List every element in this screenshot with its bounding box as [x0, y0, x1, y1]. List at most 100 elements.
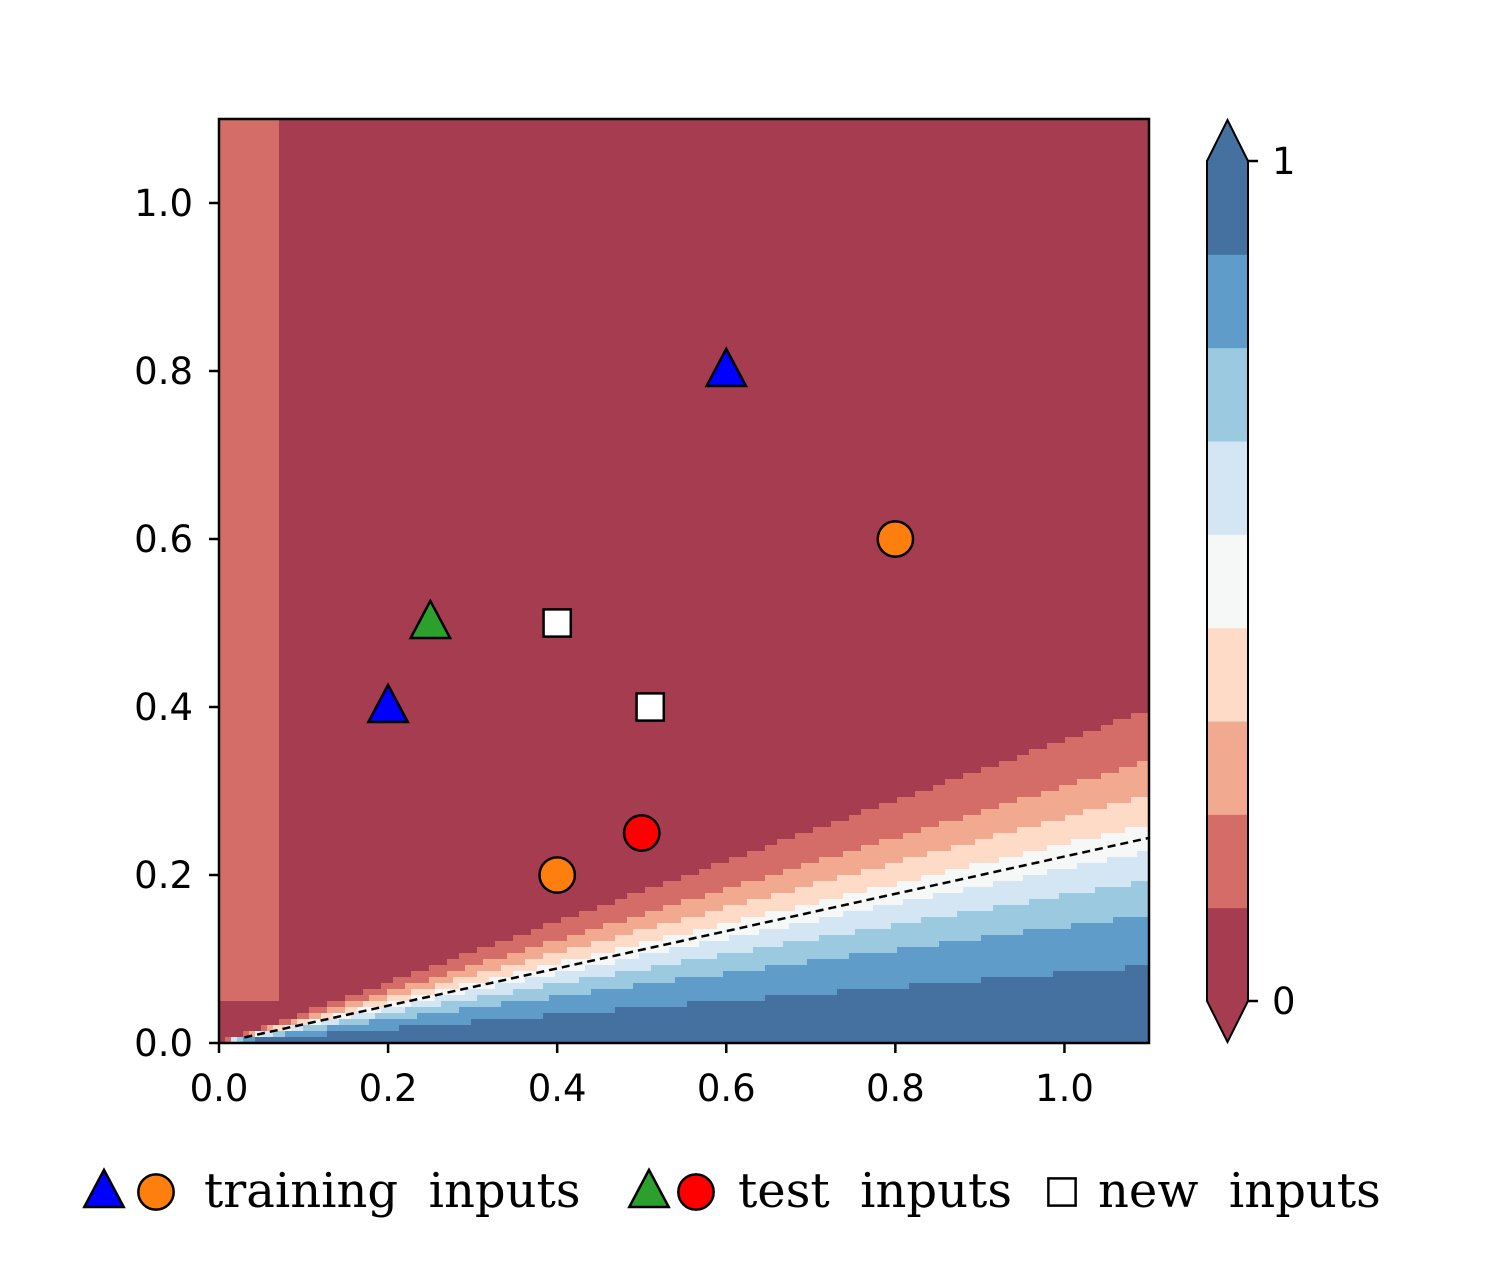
contour-cell [855, 125, 862, 132]
contour-cell [621, 275, 628, 282]
contour-cell [723, 257, 730, 264]
contour-cell [519, 185, 526, 192]
contour-cell [1059, 233, 1066, 240]
contour-cell [861, 191, 868, 198]
contour-cell [1119, 137, 1126, 144]
contour-cell [747, 293, 754, 300]
contour-cell [351, 275, 358, 282]
contour-cell [237, 215, 244, 222]
contour-cell [831, 155, 838, 162]
contour-cell [285, 233, 292, 240]
contour-cell [501, 167, 508, 174]
contour-cell [747, 305, 754, 312]
contour-cell [1113, 131, 1120, 138]
contour-cell [885, 143, 892, 150]
contour-cell [315, 161, 322, 168]
contour-cell [537, 293, 544, 300]
contour-cell [369, 197, 376, 204]
contour-cell [1005, 215, 1012, 222]
contour-cell [1089, 179, 1096, 186]
contour-cell [1053, 293, 1060, 300]
contour-cell [735, 239, 742, 246]
contour-cell [249, 191, 256, 198]
contour-cell [537, 215, 544, 222]
contour-cell [237, 155, 244, 162]
contour-cell [345, 305, 352, 312]
contour-cell [1119, 191, 1126, 198]
contour-cell [1065, 125, 1072, 132]
contour-cell [717, 239, 724, 246]
contour-cell [531, 161, 538, 168]
contour-cell [591, 299, 598, 306]
contour-cell [885, 137, 892, 144]
contour-cell [291, 209, 298, 216]
contour-cell [375, 119, 382, 126]
contour-cell [1071, 125, 1078, 132]
contour-cell [471, 305, 478, 312]
contour-cell [345, 221, 352, 228]
contour-cell [663, 131, 670, 138]
contour-cell [891, 185, 898, 192]
contour-cell [1089, 215, 1096, 222]
contour-cell [633, 239, 640, 246]
contour-cell [549, 209, 556, 216]
contour-cell [879, 131, 886, 138]
contour-cell [315, 203, 322, 210]
contour-cell [381, 125, 388, 132]
contour-cell [1101, 227, 1108, 234]
contour-cell [249, 137, 256, 144]
contour-cell [795, 269, 802, 276]
contour-cell [333, 215, 340, 222]
contour-cell [1059, 227, 1066, 234]
contour-cell [759, 227, 766, 234]
contour-cell [351, 269, 358, 276]
contour-cell [387, 131, 394, 138]
contour-cell [843, 197, 850, 204]
contour-cell [675, 227, 682, 234]
contour-cell [423, 203, 430, 210]
contour-cell [567, 293, 574, 300]
contour-cell [903, 287, 910, 294]
contour-cell [675, 173, 682, 180]
contour-cell [405, 287, 412, 294]
contour-cell [369, 263, 376, 270]
contour-cell [435, 149, 442, 156]
contour-cell [1083, 287, 1090, 294]
contour-cell [1017, 293, 1024, 300]
contour-cell [1143, 197, 1149, 204]
contour-cell [717, 275, 724, 282]
contour-cell [501, 215, 508, 222]
contour-cell [675, 275, 682, 282]
contour-cell [993, 227, 1000, 234]
contour-cell [525, 125, 532, 132]
contour-cell [849, 293, 856, 300]
contour-cell [519, 245, 526, 252]
contour-cell [627, 245, 634, 252]
contour-cell [1065, 299, 1072, 306]
contour-cell [621, 251, 628, 258]
contour-cell [831, 227, 838, 234]
contour-cell [249, 119, 256, 126]
contour-cell [417, 161, 424, 168]
contour-cell [1083, 167, 1090, 174]
contour-cell [477, 203, 484, 210]
contour-cell [519, 263, 526, 270]
contour-cell [525, 233, 532, 240]
contour-cell [729, 245, 736, 252]
contour-cell [717, 293, 724, 300]
contour-cell [1077, 125, 1084, 132]
contour-cell [981, 287, 988, 294]
contour-cell [243, 245, 250, 252]
contour-cell [519, 119, 526, 126]
contour-cell [627, 131, 634, 138]
contour-cell [783, 209, 790, 216]
contour-cell [1017, 221, 1024, 228]
contour-cell [255, 311, 262, 318]
contour-cell [807, 299, 814, 306]
contour-cell [303, 197, 310, 204]
contour-cell [249, 293, 256, 300]
contour-cell [567, 185, 574, 192]
contour-cell [825, 191, 832, 198]
contour-cell [285, 245, 292, 252]
contour-cell [825, 209, 832, 216]
